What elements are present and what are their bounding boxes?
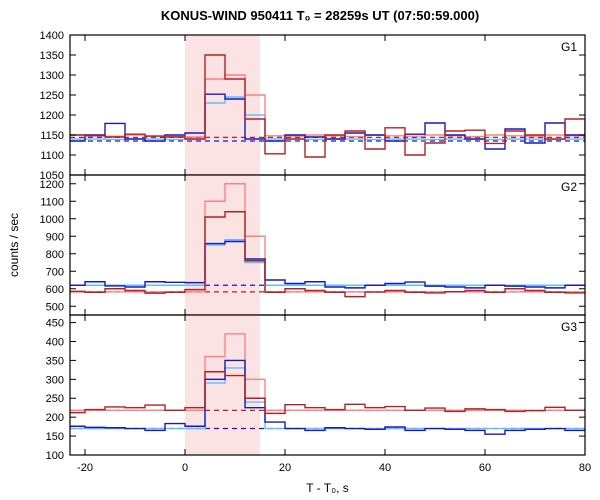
ytick-label: 150 bbox=[46, 431, 64, 443]
ytick-label: 400 bbox=[46, 336, 64, 348]
chart-svg: KONUS-WIND 950411 T₀ = 28259s UT (07:50:… bbox=[0, 0, 600, 500]
ytick-label: 1000 bbox=[40, 214, 64, 226]
panel-G2: 500 600 700 800 900 1000 1100 1200 G2 bbox=[40, 175, 585, 315]
ytick-label: 100 bbox=[46, 450, 64, 462]
ytick-label: 900 bbox=[46, 231, 64, 243]
ytick-label: 1250 bbox=[40, 90, 64, 102]
ytick-label: 350 bbox=[46, 355, 64, 367]
xtick-label: 60 bbox=[479, 462, 491, 474]
ytick-label: 1300 bbox=[40, 70, 64, 82]
panel-label: G3 bbox=[561, 320, 577, 334]
ytick-label: 700 bbox=[46, 266, 64, 278]
ytick-label: 800 bbox=[46, 249, 64, 261]
ytick-label: 1100 bbox=[40, 150, 64, 162]
ytick-label: 300 bbox=[46, 374, 64, 386]
xtick-label: 20 bbox=[279, 462, 291, 474]
panel-label: G1 bbox=[561, 40, 577, 54]
ytick-label: 1100 bbox=[40, 196, 64, 208]
xtick-label: 40 bbox=[379, 462, 391, 474]
panel-G3: 100 150 200 250 300 350 400 450 -20 0 20 40 60 80 G3 bbox=[46, 315, 591, 474]
chart-root: KONUS-WIND 950411 T₀ = 28259s UT (07:50:… bbox=[0, 0, 600, 500]
ytick-label: 1350 bbox=[40, 50, 64, 62]
plot-title: KONUS-WIND 950411 T₀ = 28259s UT (07:50:… bbox=[161, 8, 479, 23]
ytick-label: 600 bbox=[46, 284, 64, 296]
ytick-label: 1200 bbox=[40, 110, 64, 122]
x-axis-label: T - T₀, s bbox=[306, 481, 349, 495]
ytick-label: 500 bbox=[46, 301, 64, 313]
ytick-label: 1150 bbox=[40, 130, 64, 142]
panel-G1: 10501100115012001250130013501400G1 bbox=[40, 30, 585, 182]
ytick-label: 450 bbox=[46, 318, 64, 330]
panel-label: G2 bbox=[561, 180, 577, 194]
ytick-label: 200 bbox=[46, 412, 64, 424]
ytick-label: 1200 bbox=[40, 179, 64, 191]
ytick-label: 250 bbox=[46, 393, 64, 405]
ytick-label: 1400 bbox=[40, 30, 64, 42]
xtick-label: 0 bbox=[182, 462, 188, 474]
y-axis-label: counts / sec bbox=[7, 213, 21, 277]
xtick-label: 80 bbox=[579, 462, 591, 474]
xtick-label: -20 bbox=[77, 462, 93, 474]
